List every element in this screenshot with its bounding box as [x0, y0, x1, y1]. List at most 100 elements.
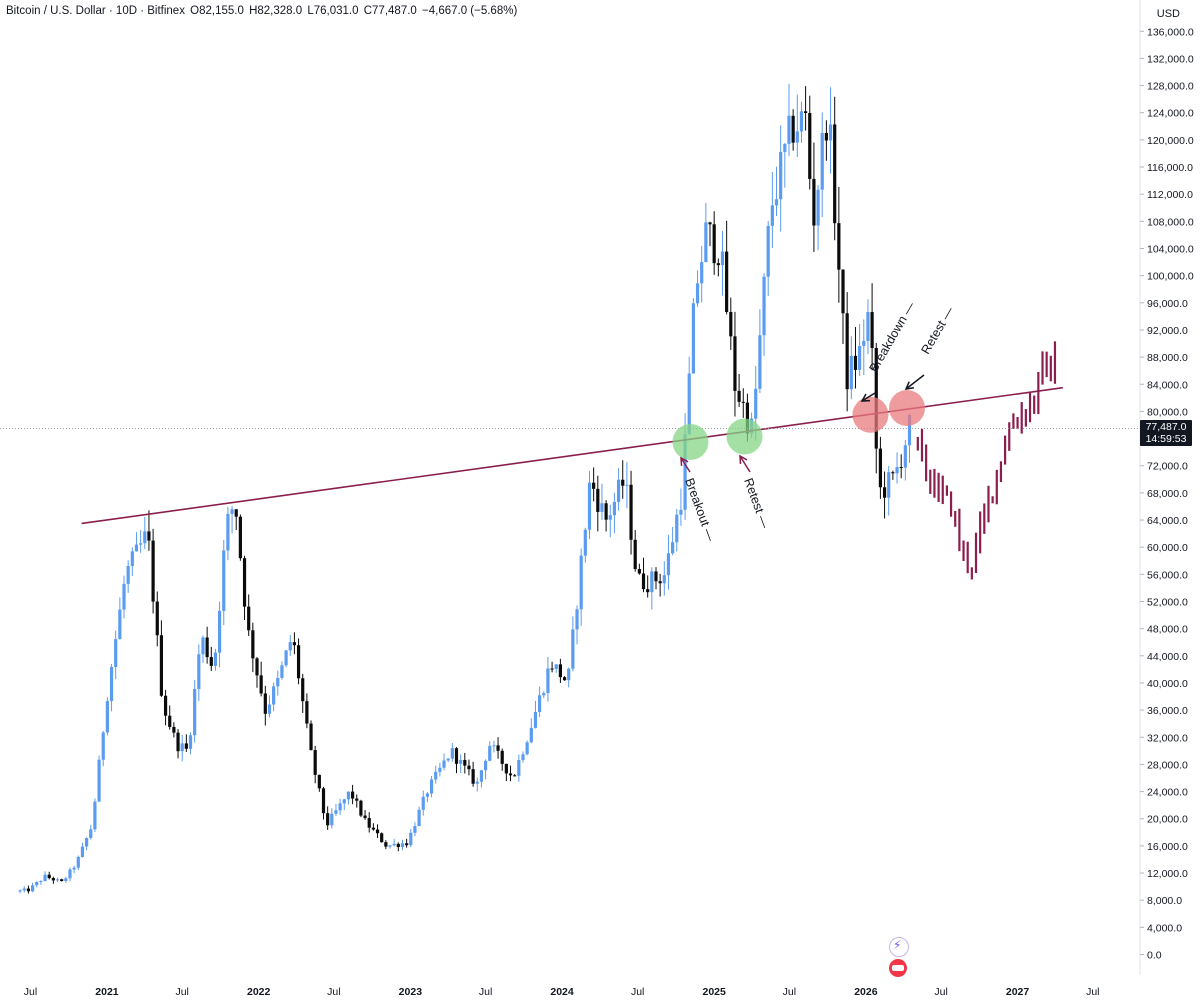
- annotation-label: Breakdown —: [866, 299, 918, 374]
- candle-body: [272, 686, 276, 705]
- candle-body: [878, 448, 883, 488]
- x-tick-label: Jul: [175, 986, 188, 998]
- candle-body: [359, 800, 363, 816]
- candle-body: [558, 664, 562, 678]
- x-tick-label: Jul: [479, 986, 492, 998]
- y-tick-label: 24,000.0: [1147, 787, 1188, 799]
- candle-body: [646, 589, 650, 593]
- candle-body: [425, 793, 430, 797]
- candle-body: [616, 479, 621, 502]
- candle-body: [774, 199, 779, 206]
- candle-body: [384, 842, 388, 847]
- candle-body: [309, 723, 313, 751]
- projection-group: [916, 341, 1057, 580]
- candle-body: [313, 750, 317, 775]
- red-circle-marker: [852, 396, 889, 433]
- candle-body: [575, 609, 579, 630]
- candle-body: [833, 124, 837, 224]
- flag-icon[interactable]: [889, 959, 907, 977]
- candle-body: [288, 642, 292, 651]
- candle-body: [438, 767, 442, 772]
- candle-body: [226, 513, 230, 551]
- symbol-label[interactable]: Bitcoin / U.S. Dollar · 10D · Bitfinex: [6, 5, 185, 17]
- annotation-label: Retest —: [918, 304, 956, 357]
- candle-body: [824, 132, 828, 141]
- candle-body: [180, 743, 184, 752]
- candle-body: [55, 879, 60, 881]
- currency-label[interactable]: USD: [1156, 8, 1180, 20]
- x-tick-label: 2022: [247, 986, 271, 998]
- candle-body: [434, 771, 438, 780]
- y-tick-label: 32,000.0: [1147, 732, 1188, 744]
- x-tick-label: Jul: [1086, 986, 1099, 998]
- candle-body: [242, 558, 247, 607]
- flash-icon[interactable]: [889, 937, 909, 957]
- candle-body: [542, 693, 546, 696]
- y-tick-label: 60,000.0: [1147, 542, 1188, 554]
- candle-body: [209, 657, 213, 666]
- candle-body: [828, 124, 833, 141]
- x-tick-label: 2026: [854, 986, 878, 998]
- candle-body: [866, 312, 870, 341]
- candle-body: [134, 544, 139, 552]
- candle-body: [687, 373, 691, 435]
- y-tick-label: 4,000.0: [1147, 922, 1182, 934]
- candle-body: [85, 838, 89, 847]
- y-tick-label: 116,000.0: [1147, 162, 1193, 174]
- y-tick-label: 108,000.0: [1147, 216, 1194, 228]
- candle-body: [76, 856, 80, 868]
- candle-body: [296, 645, 301, 679]
- candle-body: [151, 540, 155, 602]
- candle-body: [355, 798, 359, 801]
- candle-body: [695, 283, 700, 304]
- candle-body: [459, 759, 463, 764]
- y-tick-label: 8,000.0: [1147, 895, 1182, 907]
- x-tick-label: Jul: [327, 986, 340, 998]
- x-tick-label: 2024: [550, 986, 574, 998]
- candle-body: [604, 503, 608, 520]
- candle-body: [47, 874, 51, 879]
- open-value: O82,155.0: [190, 5, 244, 17]
- candle-body: [255, 658, 259, 676]
- candle-body: [492, 745, 496, 747]
- candle-body: [621, 479, 625, 486]
- y-tick-label: 96,000.0: [1147, 298, 1188, 310]
- bar-countdown: 14:59:53: [1145, 433, 1187, 446]
- candle-body: [758, 335, 762, 389]
- candle-body: [143, 531, 147, 544]
- candle-body: [779, 151, 783, 200]
- candle-body: [130, 551, 134, 566]
- annotation-arrow-3: [861, 392, 876, 402]
- candle-body: [567, 668, 571, 681]
- candle-body: [741, 401, 745, 403]
- candle-body: [201, 637, 205, 655]
- annotation-label: Retest —: [741, 476, 772, 530]
- chart-header: Bitcoin / U.S. Dollar · 10D · Bitfinex O…: [6, 5, 519, 17]
- candle-body: [188, 735, 193, 749]
- candle-body: [450, 748, 454, 759]
- change-value: −4,667.0 (−5.68%): [422, 5, 518, 17]
- high-value: H82,328.0: [249, 5, 303, 17]
- candle-body: [446, 758, 450, 761]
- candle-body: [405, 843, 409, 846]
- candle-body: [101, 732, 105, 760]
- y-tick-label: 104,000.0: [1147, 243, 1194, 255]
- candle-body: [122, 583, 126, 610]
- candle-body: [783, 143, 787, 152]
- y-tick-label: 92,000.0: [1147, 325, 1188, 337]
- candle-body: [218, 610, 222, 653]
- candle-body: [409, 832, 413, 846]
- y-tick-label: 128,000.0: [1147, 81, 1194, 93]
- x-tick-label: Jul: [783, 986, 796, 998]
- candle-body: [704, 222, 708, 263]
- last-price-label: 77,487.0 14:59:53: [1140, 420, 1192, 447]
- y-tick-label: 136,000.0: [1147, 26, 1194, 38]
- candle-body: [562, 677, 567, 681]
- candle-body: [841, 269, 845, 314]
- candle-body: [392, 843, 396, 846]
- candle-body: [230, 509, 234, 514]
- y-tick-label: 64,000.0: [1147, 515, 1188, 527]
- candle-body: [118, 609, 122, 640]
